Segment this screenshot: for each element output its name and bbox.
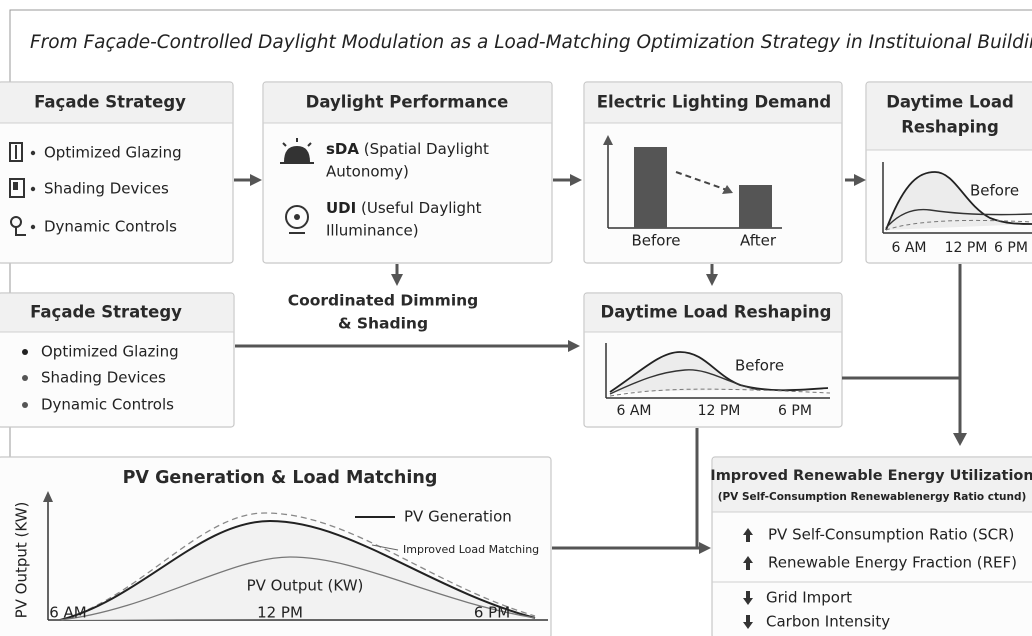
arrows xyxy=(234,174,967,554)
item: Carbon Intensity xyxy=(766,613,890,631)
metric-label: sDA xyxy=(326,140,359,158)
renewable-box: Improved Renewable Energy Utilization (P… xyxy=(710,456,1032,636)
tick-label: 6 AM xyxy=(49,604,87,622)
metric-label: UDI xyxy=(326,199,356,217)
tick-label: 6 PM xyxy=(778,403,812,419)
metric-line: UDI (Useful Daylight xyxy=(326,199,482,217)
legend-label: Improved Load Matching xyxy=(403,543,539,556)
reshaping-box-mid: Daytime Load Reshaping Before 6 AM 12 PM… xyxy=(583,292,843,428)
box-title: Reshaping xyxy=(901,118,999,137)
item: Dynamic Controls xyxy=(44,218,177,236)
tick-label: 6 PM xyxy=(994,240,1028,256)
item: Grid Import xyxy=(766,589,852,607)
tick-label: 12 PM xyxy=(698,403,741,419)
title: From Façade-Controlled Daylight Modulati… xyxy=(30,32,1032,53)
tick-label: 12 PM xyxy=(257,604,303,622)
tick-label: 12 PM xyxy=(945,240,988,256)
inner-label: PV Output (KW) xyxy=(247,577,364,595)
lighting-box: Electric Lighting Demand Before After xyxy=(583,81,843,264)
item: Renewable Energy Fraction (REF) xyxy=(768,554,1017,572)
item: Dynamic Controls xyxy=(41,396,174,414)
daylight-box: Daylight Performance sDA (Spatial Daylig… xyxy=(262,81,553,264)
box-title: Façade Strategy xyxy=(30,303,182,322)
box-title: Electric Lighting Demand xyxy=(597,93,831,112)
coordination-label: & Shading xyxy=(338,315,428,333)
facade-box-top: Façade Strategy Optimized Glazing Shadin… xyxy=(0,81,234,264)
item: Shading Devices xyxy=(41,369,166,387)
reshaping-box-top: Daytime Load Reshaping Before 6 AM 12 PM… xyxy=(865,81,1032,264)
bar-label: Before xyxy=(631,232,680,250)
metric-line: sDA (Spatial Daylight xyxy=(326,140,489,158)
box-title: Improved Renewable Energy Utilization xyxy=(710,468,1032,484)
coordination-label: Coordinated Dimming xyxy=(288,292,479,310)
item: Shading Devices xyxy=(44,180,169,198)
box-title: Daytime Load xyxy=(886,93,1014,112)
tick-label: 6 AM xyxy=(891,240,926,256)
item: PV Self-Consumption Ratio (SCR) xyxy=(768,526,1014,544)
item: Optimized Glazing xyxy=(41,343,179,361)
box-title: PV Generation & Load Matching xyxy=(123,468,438,488)
tick-label: 6 AM xyxy=(616,403,651,419)
metric-text: Illuminance) xyxy=(326,222,419,240)
facade-box-mid: Façade Strategy Optimized Glazing Shadin… xyxy=(0,292,235,428)
box-title: Daytime Load Reshaping xyxy=(601,303,832,322)
box-title: Façade Strategy xyxy=(34,93,186,112)
metric-text: (Spatial Daylight xyxy=(364,140,489,158)
item: Optimized Glazing xyxy=(44,144,182,162)
pv-box: PV Generation & Load Matching PV Output … xyxy=(0,456,552,636)
metric-text: (Useful Daylight xyxy=(361,199,482,217)
metric-text: Autonomy) xyxy=(326,163,409,181)
curve-label: Before xyxy=(970,182,1019,200)
curve-label: Before xyxy=(735,357,784,375)
tick-label: 6 PM xyxy=(474,604,510,622)
legend-label: PV Generation xyxy=(404,508,512,526)
bar-label: After xyxy=(740,232,777,250)
box-title: Daylight Performance xyxy=(306,93,509,112)
y-axis-label: PV Output (KW) xyxy=(13,502,31,619)
box-subtitle: (PV Self-Consumption Renewablenergy Rati… xyxy=(718,491,1027,503)
